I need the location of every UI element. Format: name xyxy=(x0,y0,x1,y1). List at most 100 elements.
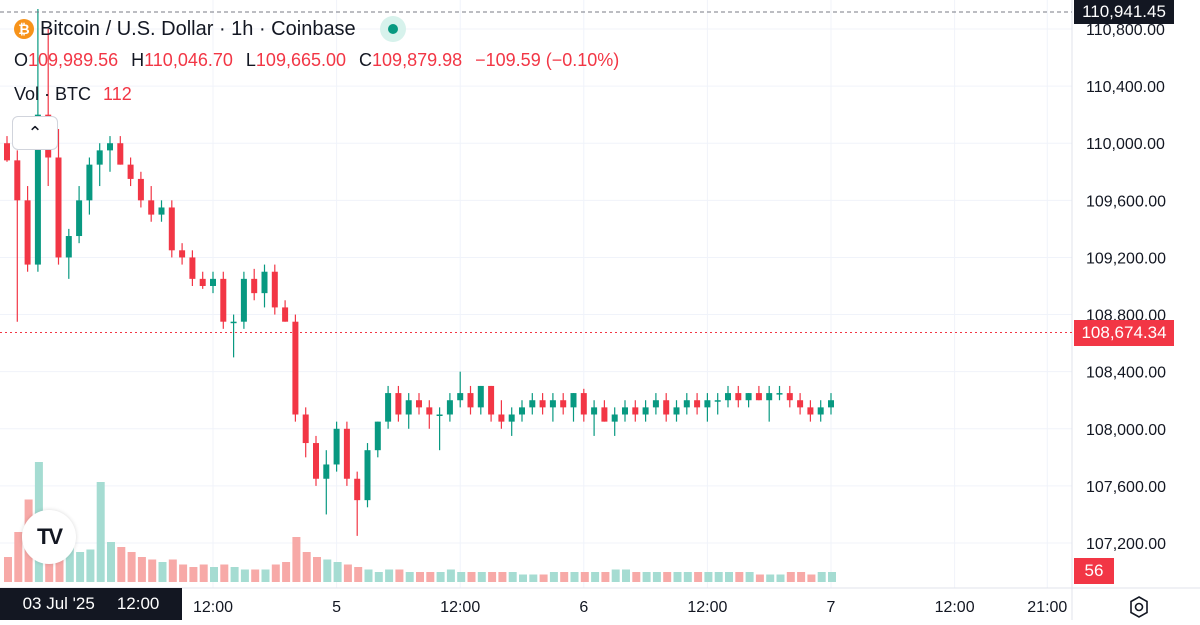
volume-bar xyxy=(374,572,383,582)
candle-body xyxy=(488,385,495,415)
candle-body xyxy=(14,160,21,201)
volume-bar xyxy=(426,572,435,582)
candle-body xyxy=(86,164,93,201)
candle-body xyxy=(374,421,381,451)
candle-body xyxy=(168,207,175,251)
logo-text: TV xyxy=(36,524,63,549)
price-tick-label: 107,600.00 xyxy=(1086,479,1166,496)
candle-body xyxy=(34,114,41,265)
candle-body xyxy=(117,143,124,165)
volume-bar xyxy=(364,569,373,582)
candle-body xyxy=(271,271,278,308)
candle-body xyxy=(735,393,742,401)
price-tick-label: 110,000.00 xyxy=(1086,136,1165,153)
volume-bar xyxy=(261,569,270,582)
candle-body xyxy=(591,407,598,415)
candle-body xyxy=(642,407,649,415)
candle-body xyxy=(364,450,371,501)
volume-bar xyxy=(127,552,136,582)
volume-bar xyxy=(436,572,445,582)
volume-bar xyxy=(65,547,74,582)
volume-badge-value: 56 xyxy=(1084,561,1104,580)
bitcoin-icon: ₿ xyxy=(14,19,34,39)
volume-bar xyxy=(240,569,249,582)
candlesticks xyxy=(4,9,834,536)
time-tick-label: 6 xyxy=(579,599,588,616)
volume-bar xyxy=(292,537,301,582)
candle-body xyxy=(817,407,824,415)
volume-bar xyxy=(652,572,661,582)
volume-bar xyxy=(333,562,342,582)
volume-bar xyxy=(137,557,146,582)
volume-bar xyxy=(642,572,651,582)
candle-body xyxy=(416,400,422,408)
open-value: 109,989.56 xyxy=(28,50,119,70)
candle-body xyxy=(549,400,556,408)
time-axis[interactable]: 12:00 5 12:00 6 12:00 7 12:00 21:00 xyxy=(193,599,1067,616)
volume-bar xyxy=(467,572,476,582)
candle-body xyxy=(457,393,464,401)
chevron-up-icon: ⌃ xyxy=(27,122,43,143)
candle-body xyxy=(580,393,587,415)
volume-bar xyxy=(673,572,682,582)
volume-bar xyxy=(148,559,157,582)
volume-bar xyxy=(302,552,311,582)
volume-bar xyxy=(549,572,558,582)
symbol-title-text: Bitcoin / U.S. Dollar · 1h · Coinbase xyxy=(40,17,356,40)
candle-body xyxy=(385,393,392,422)
volume-bar xyxy=(601,572,610,582)
volume-bar xyxy=(199,564,208,582)
volume-bar xyxy=(725,572,733,582)
candle-body xyxy=(292,321,299,415)
volume-bar xyxy=(323,559,332,582)
candle-body xyxy=(683,400,690,408)
volume-bar xyxy=(220,564,229,582)
candle-body xyxy=(786,393,793,401)
price-axis[interactable]: 107,200.00 107,600.00 108,000.00 108,400.00… xyxy=(1086,22,1166,553)
price-tick-label: 108,000.00 xyxy=(1086,422,1166,439)
change-value: −109.59 (−0.10%) xyxy=(475,50,620,70)
candle-body xyxy=(828,400,834,408)
volume-bar xyxy=(96,482,105,582)
tradingview-logo[interactable]: TV xyxy=(22,510,76,564)
close-value: 109,879.98 xyxy=(372,50,463,70)
time-tick-label: 12:00 xyxy=(687,599,727,616)
price-tick-label: 109,600.00 xyxy=(1086,193,1166,210)
candle-body xyxy=(137,178,144,201)
last-price-value: 108,674.34 xyxy=(1081,323,1167,342)
volume-bar xyxy=(714,572,723,582)
candle-body xyxy=(302,414,309,444)
candle-body xyxy=(251,278,258,294)
time-tick-label: 5 xyxy=(332,599,341,616)
volume-bar xyxy=(107,542,115,582)
collapse-legend-button[interactable]: ⌃ xyxy=(12,116,58,150)
volume-bar xyxy=(817,572,826,582)
volume-bar xyxy=(405,572,414,582)
volume-bar xyxy=(591,572,600,582)
gear-icon[interactable] xyxy=(1126,594,1152,620)
volume-bar xyxy=(519,574,527,582)
candle-body xyxy=(395,393,402,415)
candle-body xyxy=(96,150,103,165)
volume-bar xyxy=(735,572,744,582)
price-tick-label: 109,200.00 xyxy=(1086,250,1166,267)
volume-bar xyxy=(117,547,126,582)
candle-body xyxy=(24,200,31,265)
candle-body xyxy=(560,400,567,408)
low-label: L xyxy=(245,50,256,70)
volume-bar xyxy=(210,567,218,582)
candle-body xyxy=(446,400,453,415)
price-tick-label: 110,800.00 xyxy=(1086,22,1165,39)
close-label: C xyxy=(359,50,373,70)
candle-body xyxy=(343,428,350,479)
volume-bar xyxy=(343,564,352,582)
market-status-icon[interactable] xyxy=(379,16,406,42)
volume-bar xyxy=(745,572,754,582)
volume-bar xyxy=(632,572,641,582)
volume-bar xyxy=(179,564,188,582)
volume-bar xyxy=(776,574,785,582)
volume-bar xyxy=(539,574,548,582)
volume-legend: Vol · BTC 112 xyxy=(14,84,132,105)
